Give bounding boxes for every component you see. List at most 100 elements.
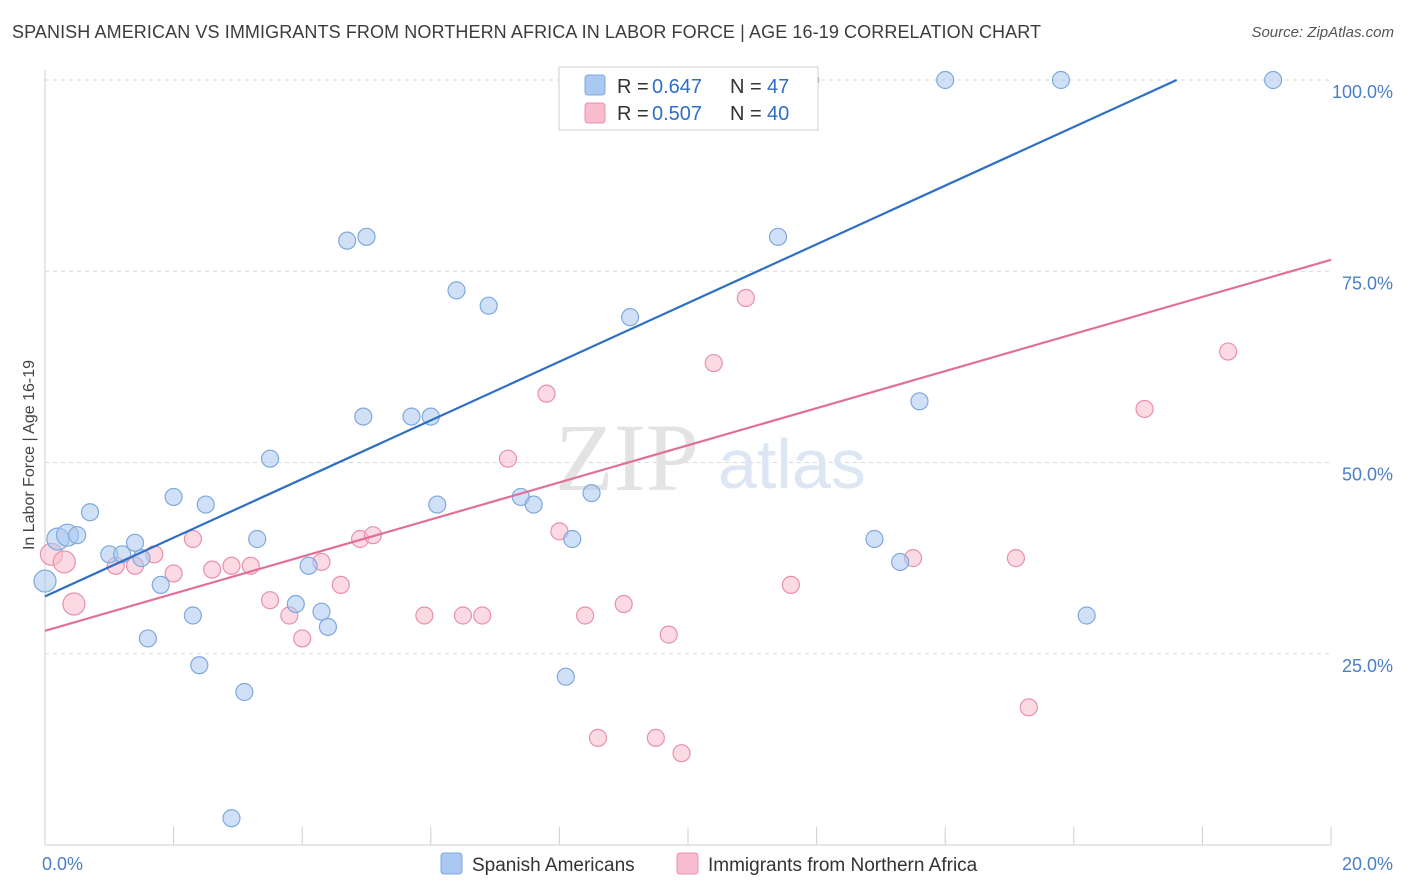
bottom-legend-swatch-pink	[676, 852, 699, 875]
legend-n-value-blue: 47	[767, 76, 789, 98]
blue-point-20	[299, 556, 318, 575]
blue-point-42	[936, 70, 955, 90]
pink-trend-line	[44, 258, 1332, 632]
pink-point-31	[736, 288, 755, 308]
blue-point-18	[260, 449, 280, 468]
blue-point-43	[1051, 70, 1071, 90]
y-tick-label-0: 25.0%	[1342, 656, 1393, 676]
blue-point-0	[33, 569, 57, 593]
blue-point-44	[1077, 606, 1096, 625]
blue-point-35	[582, 484, 601, 503]
pink-point-11	[260, 591, 280, 610]
watermark: ZIP atlas	[555, 404, 866, 511]
tick-labels: 25.0% 50.0% 75.0% 100.0% 0.0% 20.0%	[42, 82, 1393, 874]
bottom-legend-label-blue: Spanish Americans	[472, 855, 635, 876]
blue-point-15	[222, 809, 241, 828]
pink-point-1	[52, 550, 76, 574]
blue-point-34	[563, 529, 582, 549]
pink-point-9	[222, 556, 241, 575]
blue-point-32	[524, 495, 543, 514]
legend-n-label-pink: N =	[730, 103, 762, 125]
blue-point-17	[248, 529, 267, 549]
blue-point-36	[621, 308, 640, 327]
pink-point-29	[672, 744, 691, 763]
series-blue-points	[33, 70, 1283, 828]
legend-r-label-pink: R =	[617, 103, 649, 125]
pink-point-27	[646, 728, 665, 748]
blue-point-7	[125, 533, 145, 552]
pink-point-33	[781, 575, 800, 595]
pink-point-25	[588, 728, 608, 748]
pink-point-8	[203, 560, 222, 579]
pink-point-20	[473, 606, 492, 625]
blue-point-3	[68, 526, 87, 545]
y-tick-label-2: 75.0%	[1342, 273, 1393, 293]
blue-point-11	[164, 487, 183, 507]
pink-point-30	[704, 353, 723, 373]
blue-point-22	[318, 617, 338, 637]
pink-point-22	[537, 384, 556, 403]
blue-point-10	[151, 575, 170, 595]
blue-point-12	[183, 606, 202, 625]
blue-point-14	[196, 495, 215, 514]
pink-point-2	[62, 592, 86, 616]
pink-point-36	[1135, 399, 1154, 419]
legend-swatch-pink	[584, 102, 606, 124]
bottom-legend-swatch-blue	[440, 852, 463, 875]
bottom-legend-label-pink: Immigrants from Northern Africa	[708, 855, 978, 876]
pink-point-18	[415, 606, 434, 625]
pink-point-6	[164, 564, 183, 583]
legend-r-label-blue: R =	[617, 76, 649, 98]
blue-point-29	[447, 281, 466, 300]
x-tick-label-1: 20.0%	[1342, 854, 1393, 874]
watermark-zip: ZIP	[555, 404, 699, 511]
axes	[44, 70, 1332, 846]
blue-point-21	[312, 602, 331, 621]
blue-point-45	[1264, 70, 1283, 90]
blue-point-26	[402, 407, 421, 426]
legend-r-value-pink: 0.507	[652, 103, 702, 125]
blue-point-23	[338, 231, 357, 250]
source-label: Source: ZipAtlas.com	[1251, 24, 1394, 41]
blue-trend-line	[44, 78, 1178, 598]
pink-point-28	[659, 625, 678, 644]
blue-point-9	[138, 629, 157, 648]
pink-point-15	[331, 575, 350, 595]
y-tick-label-3: 100.0%	[1332, 82, 1393, 102]
pink-point-35	[1006, 549, 1026, 568]
pink-point-34	[1019, 698, 1038, 717]
pink-point-24	[576, 606, 595, 625]
pink-point-21	[498, 449, 518, 468]
pink-point-13	[293, 629, 312, 648]
x-tick-label-0: 0.0%	[42, 854, 83, 874]
legend-swatch-blue	[584, 74, 606, 96]
pink-point-37	[1219, 342, 1238, 361]
blue-point-30	[479, 296, 498, 315]
series-legend: Spanish Americans Immigrants from Northe…	[440, 852, 978, 876]
series-pink-points	[39, 288, 1238, 763]
y-axis-label: In Labor Force | Age 16-19	[21, 360, 38, 550]
legend-n-label-blue: N =	[730, 76, 762, 98]
correlation-legend: R = 0.647 N = 47 R = 0.507 N = 40	[558, 66, 819, 131]
blue-point-19	[286, 594, 305, 614]
blue-point-33	[556, 667, 575, 686]
blue-point-40	[891, 552, 910, 572]
blue-point-16	[235, 682, 254, 702]
pink-point-26	[614, 594, 633, 614]
blue-point-4	[80, 503, 100, 522]
y-tick-label-1: 50.0%	[1342, 465, 1393, 485]
legend-r-value-blue: 0.647	[652, 76, 702, 98]
trend-lines	[44, 78, 1332, 632]
blue-point-25	[357, 227, 376, 246]
blue-point-41	[910, 392, 929, 411]
blue-point-37	[768, 227, 788, 246]
pink-point-19	[453, 606, 473, 625]
blue-point-24	[354, 407, 373, 426]
watermark-atlas: atlas	[718, 425, 866, 503]
blue-point-13	[190, 656, 209, 675]
legend-n-value-pink: 40	[767, 103, 789, 125]
pink-point-7	[183, 529, 202, 549]
chart-title: SPANISH AMERICAN VS IMMIGRANTS FROM NORT…	[12, 22, 1042, 42]
blue-point-28	[428, 495, 447, 514]
